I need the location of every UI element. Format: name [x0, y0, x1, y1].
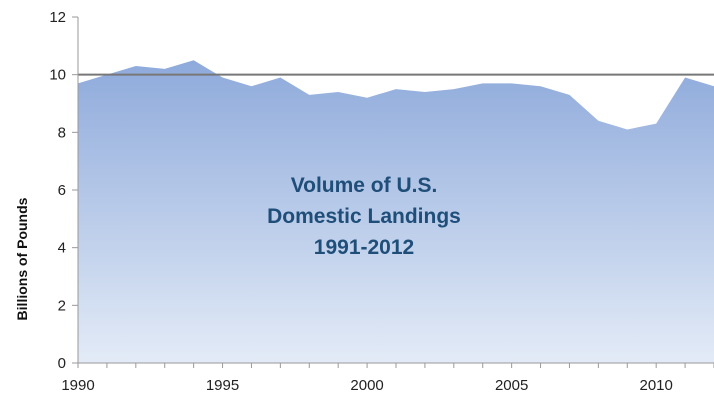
y-tick-label: 6	[58, 182, 66, 199]
y-tick-label: 12	[49, 9, 66, 26]
x-tick-label: 1995	[206, 377, 239, 394]
chart-title-line-1: Volume of U.S.	[291, 174, 438, 197]
chart-title-line-2: Domestic Landings	[267, 205, 461, 228]
y-tick-label: 0	[58, 355, 66, 372]
y-axis-title: Billions of Pounds	[14, 197, 30, 320]
series-area-fill	[78, 60, 714, 363]
x-tick-label: 2010	[639, 377, 672, 394]
chart-title-line-3: 1991-2012	[314, 236, 414, 259]
y-ticks: 0 2 4 6 8 10 12	[49, 9, 78, 372]
y-tick-label: 2	[58, 297, 66, 314]
y-tick-label: 8	[58, 124, 66, 141]
x-ticks: 1990 1995 2000 2005 2010	[61, 363, 714, 394]
y-tick-label: 4	[58, 240, 66, 257]
x-tick-label: 2000	[350, 377, 383, 394]
y-tick-label: 10	[49, 67, 66, 84]
chart-title: Volume of U.S. Domestic Landings 1991-20…	[267, 174, 461, 259]
x-tick-label: 2005	[495, 377, 528, 394]
x-tick-label: 1990	[61, 377, 94, 394]
